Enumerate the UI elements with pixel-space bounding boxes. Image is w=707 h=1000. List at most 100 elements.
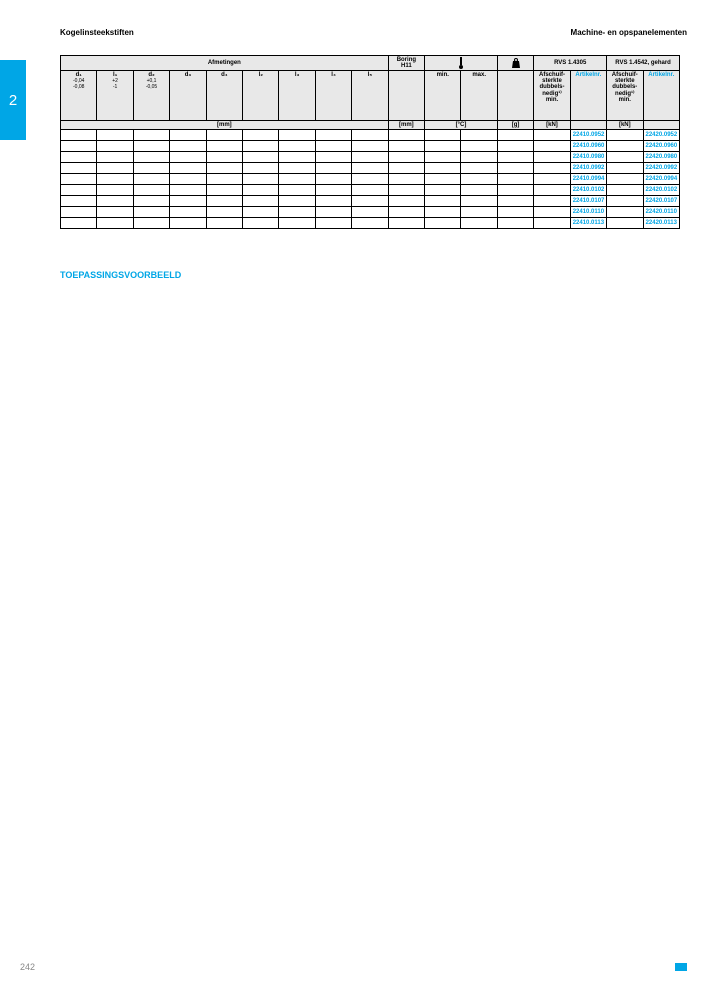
article-link[interactable]: 22410.0980 [570,152,606,163]
table-cell [243,141,279,152]
table-cell [279,152,315,163]
table-cell [133,174,169,185]
table-cell [388,163,424,174]
table-cell [243,207,279,218]
column-header: Artikelnr. [643,71,680,121]
table-cell [61,163,97,174]
table-cell [279,207,315,218]
table-cell [133,141,169,152]
table-row: 22410.0952 22420.0952 [61,130,680,141]
column-header: l₁+2 -1 [97,71,133,121]
table-cell [388,152,424,163]
table-cell [461,207,497,218]
article-link[interactable]: 22420.0992 [643,163,680,174]
unit-header [643,121,680,130]
column-header: Afschuif- sterkte dubbels- nedig¹⁾ min. [607,71,643,121]
table-cell [279,141,315,152]
table-cell [315,163,351,174]
table-cell [425,152,461,163]
table-cell [607,185,643,196]
article-link[interactable]: 22420.0980 [643,152,680,163]
article-link[interactable]: 22410.0107 [570,196,606,207]
table-cell [170,141,206,152]
article-link[interactable]: 22410.0992 [570,163,606,174]
article-link[interactable]: 22410.0110 [570,207,606,218]
weight-icon [511,58,521,68]
table-cell [315,152,351,163]
table-cell [425,196,461,207]
table-cell [133,163,169,174]
table-cell [133,185,169,196]
table-cell [279,174,315,185]
chapter-number: 2 [9,92,17,109]
article-link[interactable]: 22420.0952 [643,130,680,141]
article-link[interactable]: 22420.0994 [643,174,680,185]
header-right: Machine- en opspanelementen [571,28,687,37]
table-cell [243,185,279,196]
unit-header: [kN] [607,121,643,130]
table-cell [497,218,533,229]
table-cell [352,185,388,196]
table-row: 22410.0107 22420.0107 [61,196,680,207]
table-cell [607,218,643,229]
article-link[interactable]: 22420.0102 [643,185,680,196]
dimensions-table: AfmetingenBoring H11RVS 1.4305RVS 1.4542… [60,55,680,229]
table-cell [534,196,570,207]
column-header: d₄ [206,71,242,121]
table-cell [534,130,570,141]
table-row: 22410.0113 22420.0113 [61,218,680,229]
table-cell [315,185,351,196]
column-header: d₂+0,1 -0,05 [133,71,169,121]
table-cell [170,163,206,174]
table-cell [388,207,424,218]
table-cell [315,196,351,207]
table-cell [243,163,279,174]
article-link[interactable]: 22410.0994 [570,174,606,185]
article-link[interactable]: 22420.0107 [643,196,680,207]
article-link[interactable]: 22410.0960 [570,141,606,152]
column-header [388,71,424,121]
table-cell [461,185,497,196]
table-cell [206,218,242,229]
unit-header: [mm] [388,121,424,130]
table-cell [315,141,351,152]
table-cell [315,218,351,229]
table-cell [315,130,351,141]
table-row: 22410.0102 22420.0102 [61,185,680,196]
table-cell [97,141,133,152]
article-link[interactable]: 22420.0110 [643,207,680,218]
column-header: Afschuif- sterkte dubbels- nedig¹⁾ min. [534,71,570,121]
spec-table: AfmetingenBoring H11RVS 1.4305RVS 1.4542… [60,55,680,229]
brand-logo-icon [675,963,687,971]
table-cell [279,185,315,196]
table-cell [461,152,497,163]
group-header [497,56,533,71]
table-cell [61,141,97,152]
table-cell [170,207,206,218]
table-row: 22410.0992 22420.0992 [61,163,680,174]
table-cell [534,185,570,196]
unit-header: [g] [497,121,533,130]
table-cell [425,174,461,185]
article-link[interactable]: 22410.0952 [570,130,606,141]
page-number: 242 [20,962,35,972]
header-left: Kogelinsteekstiften [60,28,134,37]
article-link[interactable]: 22420.0113 [643,218,680,229]
table-cell [243,218,279,229]
group-header: Boring H11 [388,56,424,71]
table-cell [388,196,424,207]
table-cell [497,174,533,185]
article-link[interactable]: 22420.0960 [643,141,680,152]
table-cell [461,141,497,152]
table-cell [607,141,643,152]
table-cell [206,141,242,152]
table-cell [97,218,133,229]
article-link[interactable]: 22410.0113 [570,218,606,229]
table-cell [607,196,643,207]
table-cell [461,130,497,141]
table-cell [279,218,315,229]
article-link[interactable]: 22410.0102 [570,185,606,196]
table-cell [461,218,497,229]
table-cell [206,130,242,141]
table-cell [315,207,351,218]
